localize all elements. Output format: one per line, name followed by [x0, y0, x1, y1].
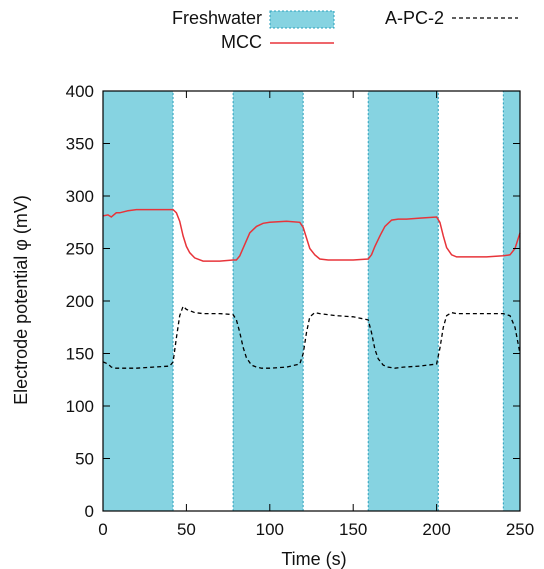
x-tick-label: 200	[422, 520, 450, 539]
tick-labels: 0 50 100 150 200 250 0 50 100 150 200 250 300 350 400	[66, 82, 535, 539]
axis-ticks	[102, 90, 521, 512]
legend-label-freshwater: Freshwater	[172, 8, 262, 28]
legend: Freshwater MCC A-PC-2	[172, 8, 518, 52]
legend-label-mcc: MCC	[221, 32, 262, 52]
x-tick-label: 50	[177, 520, 196, 539]
freshwater-band-0	[102, 90, 174, 512]
series-line-mcc	[102, 208, 521, 262]
x-axis-label: Time (s)	[281, 549, 346, 569]
x-tick-label: 100	[256, 520, 284, 539]
y-tick-label: 200	[66, 292, 94, 311]
legend-label-apc2: A-PC-2	[385, 8, 444, 28]
y-tick-label: 400	[66, 82, 94, 101]
y-tick-label: 0	[85, 502, 94, 521]
series-line-apc2	[102, 305, 521, 369]
y-tick-label: 150	[66, 345, 94, 364]
y-tick-label: 300	[66, 187, 94, 206]
freshwater-band-2	[367, 90, 439, 512]
y-tick-label: 100	[66, 397, 94, 416]
x-tick-label: 150	[339, 520, 367, 539]
y-axis-label: Electrode potential φ (mV)	[11, 195, 31, 405]
y-tick-label: 350	[66, 135, 94, 154]
x-tick-label: 0	[98, 520, 107, 539]
y-tick-label: 250	[66, 240, 94, 259]
legend-swatch-freshwater	[269, 10, 335, 29]
series-lines	[102, 208, 521, 369]
x-tick-label: 250	[506, 520, 534, 539]
y-tick-label: 50	[75, 450, 94, 469]
freshwater-band-1	[232, 90, 304, 512]
freshwater-bands	[102, 90, 521, 512]
